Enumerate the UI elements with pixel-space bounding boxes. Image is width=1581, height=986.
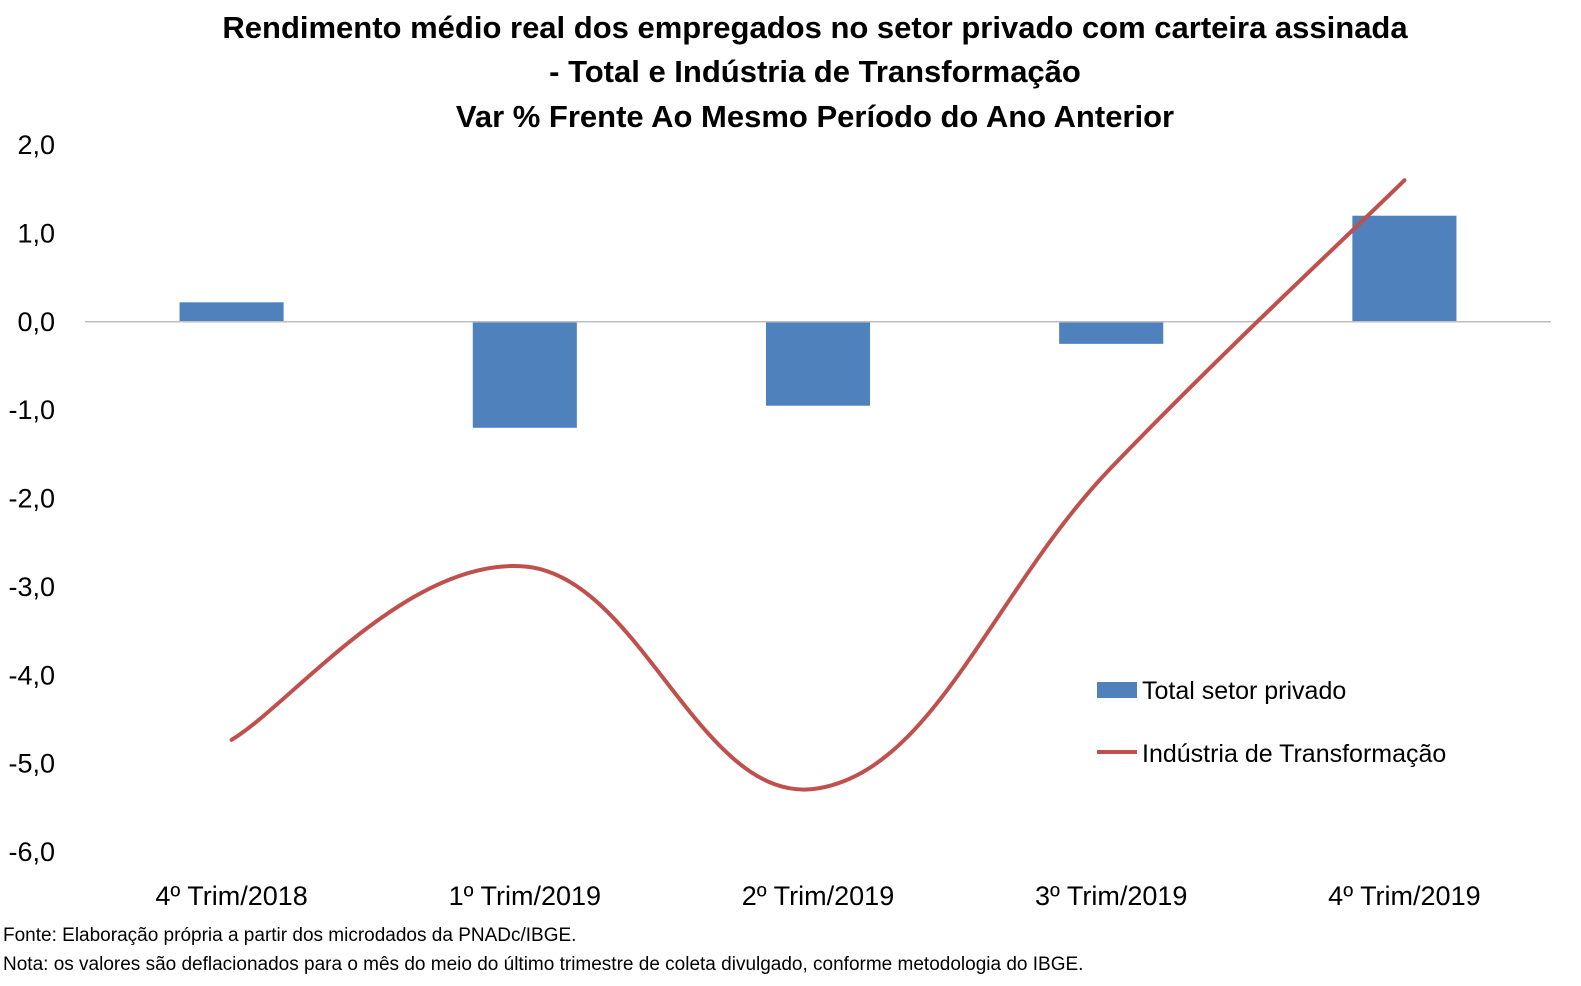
x-tick-label: 4º Trim/2019 [1328,881,1480,911]
title-line-1: Rendimento médio real dos empregados no … [222,10,1408,45]
y-tick-label: -6,0 [8,837,55,867]
y-tick-label: -4,0 [8,660,55,690]
legend-item-industria-transformacao: Indústria de Transformação [1097,740,1446,768]
line-series-industria-transformacao [229,178,1407,792]
bar [179,302,284,322]
bar [1352,215,1457,322]
title-line-2: - Total e Indústria de Transformação [549,54,1081,89]
y-tick-label: -5,0 [8,749,55,779]
bar [1059,321,1164,344]
y-tick-label: -3,0 [8,572,55,602]
methodology-note: Nota: os valores são deflacionados para … [3,954,1083,975]
legend-swatch-bar [1097,682,1137,698]
x-axis: 4º Trim/2018 1º Trim/2019 2º Trim/2019 3º T… [155,881,1480,911]
y-tick-label: -1,0 [8,395,55,425]
chart-title: Rendimento médio real dos empregados no … [222,10,1408,134]
legend-label-total-setor-privado: Total setor privado [1142,677,1346,705]
title-line-3: Var % Frente Ao Mesmo Período do Ano Ant… [456,99,1174,134]
footer: Fonte: Elaboração própria a partir dos m… [3,925,1083,975]
bar [765,321,871,406]
bar [472,321,577,428]
y-tick-label: 2,0 [17,130,55,160]
x-tick-label: 3º Trim/2019 [1035,881,1187,911]
x-tick-label: 2º Trim/2019 [742,881,894,911]
x-tick-label: 1º Trim/2019 [449,881,601,911]
y-tick-label: -2,0 [8,484,55,514]
x-tick-label: 4º Trim/2018 [155,881,307,911]
y-tick-label: 1,0 [17,218,55,248]
source-note: Fonte: Elaboração própria a partir dos m… [3,925,576,946]
legend-label-industria-transformacao: Indústria de Transformação [1142,740,1446,768]
legend-item-total-setor-privado: Total setor privado [1097,677,1346,705]
bar-series-total-setor-privado [179,215,1457,428]
y-axis: 2,0 1,0 0,0 -1,0 -2,0 -3,0 -4,0 -5,0 -6,0 [8,130,55,867]
legend: Total setor privado Indústria de Transfo… [1097,677,1446,768]
y-tick-label: 0,0 [17,307,55,337]
